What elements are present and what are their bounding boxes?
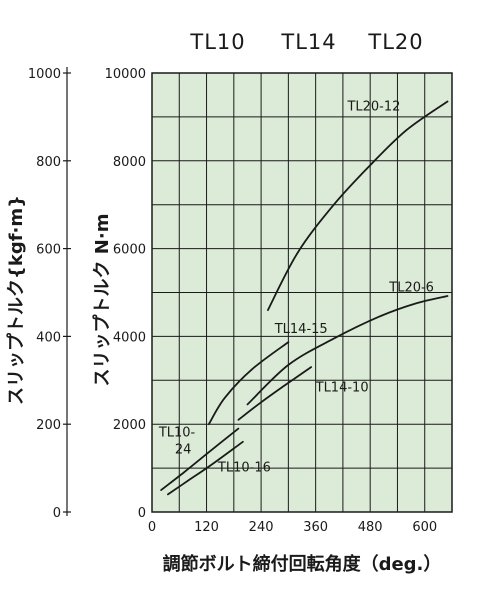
secondary-y-tick-label: 200 (36, 418, 61, 433)
secondary-y-axis-label: スリップトルク{kgf·m} (5, 195, 27, 405)
series-label-tl14-10: TL14-10 (315, 381, 369, 396)
y-axis-label: スリップトルク N·m (91, 214, 113, 387)
series-line-tl20-6 (246, 295, 449, 406)
x-tick-label: 360 (303, 520, 328, 535)
y-tick-label: 8000 (113, 155, 146, 170)
y-tick-label: 6000 (113, 243, 146, 258)
x-tick-label: 240 (249, 520, 274, 535)
series-label-tl20-6: TL20-6 (388, 281, 434, 296)
chart-title: TL10 TL14 TL20 (189, 30, 423, 54)
x-tick-label: 0 (148, 520, 156, 535)
plot-frame (151, 72, 453, 513)
y-tick-label: 2000 (113, 418, 146, 433)
x-tick-label: 120 (194, 520, 219, 535)
title-model-2: TL14 (280, 30, 336, 54)
x-tick-label: 600 (412, 520, 437, 535)
secondary-y-tick-label: 1000 (28, 67, 61, 82)
secondary-y-tick-label: 800 (36, 155, 61, 170)
y-tick-label: 4000 (113, 330, 146, 345)
x-tick-label: 480 (358, 520, 383, 535)
title-model-3: TL20 (367, 30, 423, 54)
series-line-tl20-12 (267, 100, 449, 311)
series-line-tl10-16 (167, 440, 244, 496)
series-label-tl10-24-line2: 24 (175, 442, 192, 457)
secondary-y-tick-label: 400 (36, 330, 61, 345)
series-label-tl14-15: TL14-15 (274, 322, 328, 337)
plot-area: 0 120 240 360 480 600020004000600080001000002… (28, 67, 453, 535)
y-tick-label: 10000 (105, 67, 146, 82)
secondary-y-tick-label: 0 (53, 506, 61, 521)
x-axis-label: 調節ボルト締付回転角度（deg.） (163, 553, 442, 575)
series-line-tl14-10 (237, 366, 312, 421)
series-label-tl10-24: TL10- (158, 425, 196, 440)
y-tick-label: 0 (138, 506, 146, 521)
series-line-tl14-15 (207, 341, 290, 426)
series-line-tl10-24 (160, 427, 240, 491)
series-label-tl20-12: TL20-12 (346, 99, 400, 114)
title-model-1: TL10 (189, 30, 245, 54)
secondary-y-tick-label: 600 (36, 243, 61, 258)
series-label-tl10-16: TL10-16 (217, 461, 271, 476)
